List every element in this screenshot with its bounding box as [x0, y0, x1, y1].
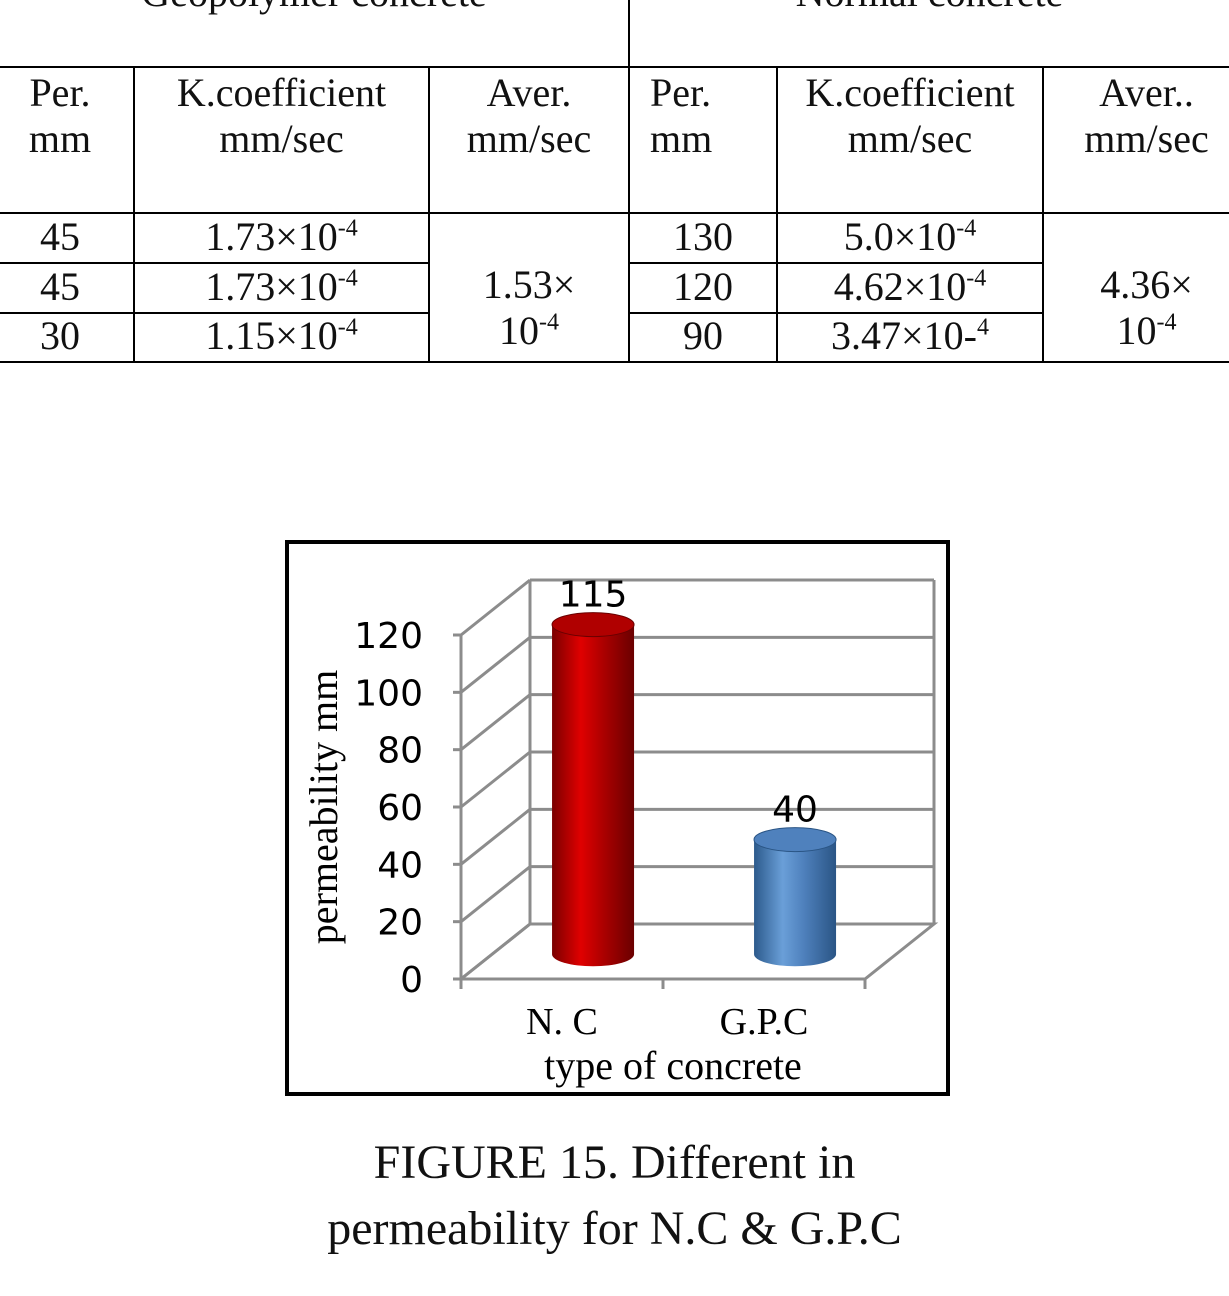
y-tick-label: 100 — [354, 673, 423, 714]
table-cell: 3.47×10-4 — [831, 313, 989, 358]
table-cell: 1.73×10-4 — [205, 214, 358, 259]
column-header: Aver. mm/sec — [466, 70, 592, 161]
permeability-table: Geopolymer concrete Normal concrete Per.… — [0, 0, 1229, 365]
table-rule — [0, 66, 1229, 68]
gridline-side — [460, 750, 531, 809]
figure-caption: FIGURE 15. Different in permeability for… — [0, 1130, 1229, 1262]
table-rule — [628, 262, 1043, 264]
gridline-side — [460, 922, 531, 981]
table-divider — [133, 66, 135, 363]
gridline-side — [460, 578, 531, 637]
y-axis-title: permeability mm — [301, 670, 346, 944]
table-divider — [428, 66, 430, 363]
x-axis-title: type of concrete — [544, 1043, 802, 1088]
chart-frame: 0 20 40 60 80 100 120 115 40 N. C G.P.C type of con… — [285, 540, 950, 1096]
y-tick-label: 80 — [377, 731, 423, 772]
y-tick-label: 40 — [377, 845, 423, 886]
table-rule — [0, 212, 1229, 214]
data-label: 40 — [772, 790, 818, 831]
gridline-side — [460, 636, 531, 694]
table-divider — [776, 66, 778, 363]
column-header: K.coefficient mm/sec — [805, 70, 1015, 161]
gridline-side — [460, 693, 531, 751]
table-rule — [0, 361, 1229, 363]
caption-line: permeability for N.C & G.P.C — [327, 1202, 902, 1255]
table-cell: 4.62×10-4 — [833, 264, 987, 309]
table-rule — [628, 312, 1043, 314]
table-cell: 1.15×10-4 — [205, 313, 358, 358]
y-tick-label: 20 — [377, 903, 423, 944]
table-cell: 1.73×10-4 — [205, 264, 358, 309]
table-cell-average: 1.53× 10-4 — [482, 262, 576, 353]
column-header: Per. mm — [650, 70, 713, 161]
bar-cylinder-top — [551, 612, 635, 638]
group-header-normal: Normal concrete — [630, 0, 1229, 16]
data-label: 115 — [559, 575, 628, 616]
chart-floor — [456, 922, 939, 981]
group-header-geopolymer: Geopolymer concrete — [0, 0, 628, 16]
table-cell: 45 — [40, 214, 80, 259]
table-cell: 45 — [40, 264, 80, 309]
gridline-side — [460, 865, 531, 923]
table-cell: 90 — [683, 313, 723, 358]
bar-cylinder-top — [753, 827, 837, 853]
table-divider — [1042, 66, 1044, 363]
table-cell: 120 — [673, 264, 733, 309]
x-category-label: G.P.C — [720, 1001, 809, 1043]
table-divider — [628, 0, 630, 363]
y-tick-label: 0 — [400, 960, 423, 1001]
table-cell: 30 — [40, 313, 80, 358]
column-header: Per. mm — [28, 70, 92, 161]
y-tick-label: 120 — [354, 616, 423, 657]
table-cell-average: 4.36× 10-4 — [1100, 262, 1193, 353]
table-rule — [0, 262, 429, 264]
table-cell: 130 — [673, 214, 733, 259]
bar-cylinder-body — [552, 624, 635, 967]
column-header: K.coefficient mm/sec — [176, 70, 387, 161]
gridline-side — [460, 808, 531, 866]
y-tick-label: 60 — [377, 788, 423, 829]
table-rule — [0, 312, 429, 314]
bar-cylinder-body — [754, 839, 837, 967]
table-cell: 5.0×10-4 — [843, 214, 977, 259]
caption-line: FIGURE 15. Different in — [373, 1136, 856, 1189]
column-header: Aver.. mm/sec — [1084, 70, 1209, 161]
x-category-label: N. C — [526, 1001, 598, 1043]
